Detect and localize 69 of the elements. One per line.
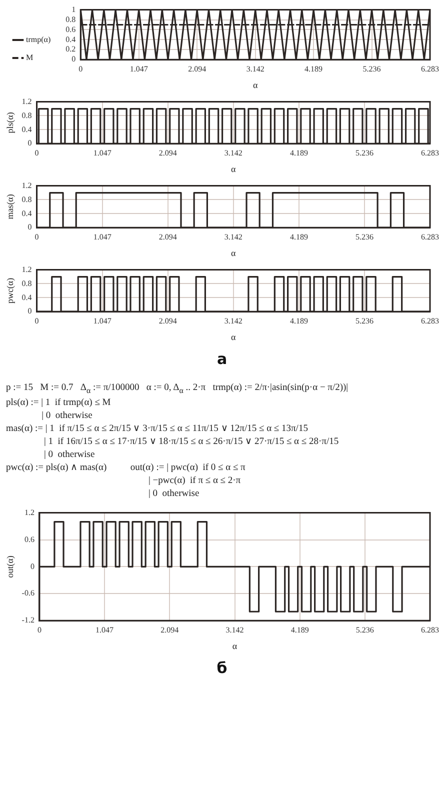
y-tick-label: 1.2: [24, 508, 34, 517]
x-axis-title: α: [231, 248, 236, 258]
x-tick-label: 3.142: [246, 64, 264, 74]
y-tick-label: 0.8: [22, 194, 32, 204]
x-tick-label: 6.283: [421, 232, 439, 242]
y-tick-label: 0.2: [66, 44, 76, 54]
x-tick-label: 3.142: [226, 625, 244, 634]
x-tick-label: 1.047: [130, 64, 148, 74]
x-tick-label: 1.047: [93, 232, 112, 242]
y-tick-label: 1.2: [22, 96, 32, 106]
x-tick-label: 4.189: [290, 316, 308, 326]
text: а: [216, 349, 228, 370]
y-axis-title: mas(α): [4, 194, 15, 220]
y-axis-title: pwc(α): [4, 278, 15, 304]
y-tick-label: 0.8: [22, 110, 32, 120]
y-axis-title: out(α): [4, 555, 15, 578]
x-tick-label: 5.236: [355, 232, 374, 242]
x-tick-label: 2.094: [158, 316, 177, 326]
x-tick-label: 0: [37, 625, 42, 634]
x-tick-label: 3.142: [224, 316, 242, 326]
legend-label: trmp(α): [26, 35, 51, 44]
x-tick-label: 3.142: [224, 232, 242, 242]
y-tick-label: 0.8: [22, 278, 32, 288]
y-tick-label: 0.4: [22, 124, 32, 134]
x-tick-label: 2.094: [158, 232, 177, 242]
x-tick-label: 5.236: [355, 316, 374, 326]
y-tick-label: 0: [28, 138, 32, 148]
x-tick-label: 3.142: [224, 148, 242, 158]
y-tick-label: 0: [72, 54, 76, 64]
y-tick-label: 0.8: [66, 14, 76, 24]
x-axis-title: α: [232, 640, 238, 651]
x-tick-label: 4.189: [290, 625, 309, 634]
x-tick-label: 5.236: [356, 625, 374, 634]
y-axis-title: pls(α): [4, 112, 15, 134]
x-tick-label: 0: [78, 64, 83, 74]
x-tick-label: 4.189: [290, 148, 308, 158]
legend-label: M: [26, 53, 34, 62]
y-tick-label: 0.6: [24, 534, 34, 544]
x-axis-title: α: [252, 80, 258, 90]
y-tick-label: 0: [28, 222, 32, 232]
x-tick-label: 6.283: [421, 64, 439, 74]
text: б: [216, 658, 228, 679]
x-tick-label: 5.236: [355, 148, 374, 158]
x-tick-label: 2.094: [158, 148, 177, 158]
y-tick-label: 0: [30, 562, 34, 571]
x-tick-label: 2.094: [188, 64, 206, 74]
x-tick-label: 6.283: [421, 148, 439, 158]
y-tick-label: 0: [28, 306, 32, 316]
y-tick-label: 1: [72, 4, 76, 14]
y-tick-label: 0.4: [66, 34, 76, 44]
x-tick-label: 6.283: [421, 625, 439, 634]
y-tick-label: 1.2: [22, 180, 32, 190]
y-tick-label: 0.4: [22, 292, 32, 302]
x-tick-label: 1.047: [93, 148, 112, 158]
x-tick-label: 6.283: [421, 316, 439, 326]
y-tick-label: 1.2: [22, 264, 32, 274]
text: p := 15 M := 0.7 Δ$_{α}$ := π/100000 α := 0, Δ$_{α}$ .. 2·π trmp(α) := 2/π·|asin(sin(p·α − π/2))| pls(α) := | 1 if trmp(α) ≤ M | 0 otherwise mas(α) := | 1 if π/15 ≤ α ≤ 2π/15 ∨ 3·π/15 ≤ α ≤ 11π/15 ∨ 12π/15 ≤ α ≤ 13π/15 | 1 if 16π/15 ≤ α ≤ 17·π/15 ∨ 18·π/15 ≤ α ≤ 26·π/15 ∨ 27·π/15 ≤ α ≤ 28·π/15 | 0 otherwise pwc(α) := pls(α) ∧ mas(α) out(α) := | pwc(α) if 0 ≤ α ≤ π | −pwc(α) if π ≤ α ≤ 2·π | 0 otherwise: [6, 383, 348, 499]
y-tick-label: -0.6: [22, 588, 34, 598]
y-tick-label: -1.2: [22, 616, 34, 625]
x-axis-title: α: [231, 164, 236, 174]
y-tick-label: 0.6: [66, 24, 76, 34]
x-tick-label: 2.094: [160, 625, 179, 634]
y-tick-label: 0.4: [22, 208, 32, 218]
x-tick-label: 5.236: [362, 64, 381, 74]
x-tick-label: 4.189: [304, 64, 323, 74]
x-tick-label: 4.189: [290, 232, 308, 242]
x-tick-label: 1.047: [93, 316, 112, 326]
x-tick-label: 1.047: [96, 625, 114, 634]
x-axis-title: α: [231, 332, 236, 342]
